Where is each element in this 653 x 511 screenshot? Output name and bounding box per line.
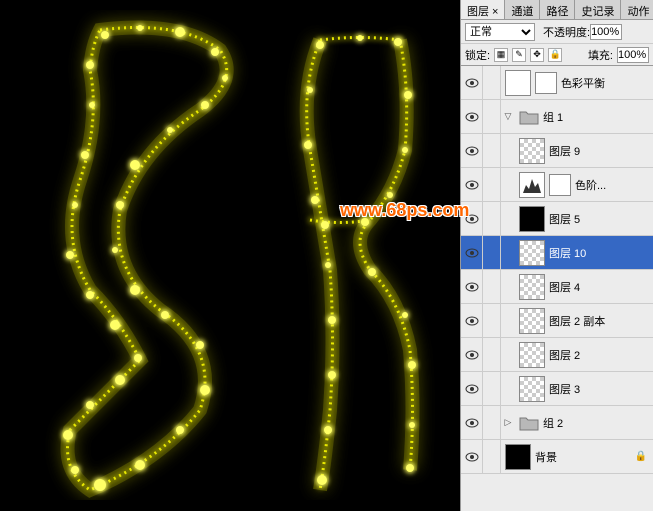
visibility-toggle[interactable]: [461, 440, 483, 473]
lock-icon: 🔒: [635, 451, 647, 462]
lock-label: 锁定:: [465, 47, 490, 63]
layer-name[interactable]: 图层 5: [549, 211, 580, 227]
visibility-toggle[interactable]: [461, 304, 483, 337]
fill-input[interactable]: [617, 47, 649, 63]
watermark-text: www.68ps.com: [340, 200, 469, 221]
link-col: [483, 100, 501, 133]
visibility-toggle[interactable]: [461, 372, 483, 405]
layer-row[interactable]: 图层 4: [461, 270, 653, 304]
link-col: [483, 236, 501, 269]
lock-brush-icon[interactable]: ✎: [512, 48, 526, 62]
layers-list: 色彩平衡 ▽ 组 1 图层 9 色阶... 图层 5 图层 10 图层 4 图层 2 副本图层 …: [461, 66, 653, 511]
link-col: [483, 270, 501, 303]
layer-row[interactable]: 图层 2: [461, 338, 653, 372]
lock-row: 锁定: ▦ ✎ ✥ 🔒 填充:: [461, 44, 653, 66]
link-col: [483, 440, 501, 473]
expand-arrow-icon[interactable]: ▽: [501, 100, 515, 133]
link-col: [483, 66, 501, 99]
link-col: [483, 168, 501, 201]
layer-thumb[interactable]: [519, 240, 545, 266]
layer-row[interactable]: 图层 5: [461, 202, 653, 236]
layer-name[interactable]: 组 2: [543, 415, 563, 431]
lock-move-icon[interactable]: ✥: [530, 48, 544, 62]
visibility-toggle[interactable]: [461, 100, 483, 133]
layer-row[interactable]: 色阶...: [461, 168, 653, 202]
visibility-toggle[interactable]: [461, 270, 483, 303]
layer-name[interactable]: 色阶...: [575, 177, 606, 193]
layer-row[interactable]: 图层 10: [461, 236, 653, 270]
layer-thumb[interactable]: [519, 308, 545, 334]
layer-thumb[interactable]: [519, 206, 545, 232]
fill-label: 填充:: [588, 47, 613, 63]
layer-name[interactable]: 图层 4: [549, 279, 580, 295]
layer-row[interactable]: 图层 9: [461, 134, 653, 168]
layer-row[interactable]: ▽ 组 1: [461, 100, 653, 134]
tab-layers[interactable]: 图层 ×: [461, 0, 505, 19]
layer-thumb[interactable]: [519, 274, 545, 300]
layer-name[interactable]: 图层 3: [549, 381, 580, 397]
layer-thumb[interactable]: [505, 444, 531, 470]
link-col: [483, 202, 501, 235]
blend-mode-row: 正常 不透明度:: [461, 20, 653, 44]
opacity-label: 不透明度:: [543, 24, 590, 40]
tab-actions[interactable]: 动作: [621, 0, 653, 19]
layer-name[interactable]: 图层 2: [549, 347, 580, 363]
tab-label: 图层: [467, 6, 489, 18]
adjustment-thumb: [505, 70, 531, 96]
layer-name[interactable]: 组 1: [543, 109, 563, 125]
folder-icon: [519, 109, 539, 125]
layer-name[interactable]: 图层 2 副本: [549, 313, 605, 329]
layer-name[interactable]: 图层 9: [549, 143, 580, 159]
visibility-toggle[interactable]: [461, 236, 483, 269]
lock-transparency-icon[interactable]: ▦: [494, 48, 508, 62]
visibility-toggle[interactable]: [461, 338, 483, 371]
link-col: [483, 134, 501, 167]
folder-icon: [519, 415, 539, 431]
layer-row[interactable]: 色彩平衡: [461, 66, 653, 100]
layer-name[interactable]: 背景: [535, 449, 557, 465]
layer-row[interactable]: ▷ 组 2: [461, 406, 653, 440]
layers-panel: 图层 × 通道 路径 史记录 动作 正常 不透明度: 锁定: ▦ ✎ ✥ 🔒 填…: [460, 0, 653, 511]
layer-name[interactable]: 图层 10: [549, 245, 586, 261]
lock-all-icon[interactable]: 🔒: [548, 48, 562, 62]
layer-row[interactable]: 图层 3: [461, 372, 653, 406]
sparkle-artwork: [20, 10, 460, 500]
link-col: [483, 372, 501, 405]
mask-thumb[interactable]: [549, 174, 571, 196]
blend-mode-select[interactable]: 正常: [465, 23, 535, 41]
layer-row[interactable]: 背景 🔒: [461, 440, 653, 474]
visibility-toggle[interactable]: [461, 134, 483, 167]
panel-tabs: 图层 × 通道 路径 史记录 动作: [461, 0, 653, 20]
link-col: [483, 406, 501, 439]
visibility-toggle[interactable]: [461, 168, 483, 201]
layer-row[interactable]: 图层 2 副本: [461, 304, 653, 338]
visibility-toggle[interactable]: [461, 66, 483, 99]
adjustment-thumb: [519, 172, 545, 198]
opacity-input[interactable]: [590, 24, 622, 40]
layer-thumb[interactable]: [519, 342, 545, 368]
tab-paths[interactable]: 路径: [540, 0, 575, 19]
link-col: [483, 304, 501, 337]
link-col: [483, 338, 501, 371]
layer-thumb[interactable]: [519, 138, 545, 164]
visibility-toggle[interactable]: [461, 406, 483, 439]
tab-history[interactable]: 史记录: [575, 0, 621, 19]
canvas-area: www.68ps.com: [0, 0, 460, 511]
layer-name[interactable]: 色彩平衡: [561, 75, 605, 91]
expand-arrow-icon[interactable]: ▷: [501, 406, 515, 439]
mask-thumb[interactable]: [535, 72, 557, 94]
tab-channels[interactable]: 通道: [505, 0, 540, 19]
layer-thumb[interactable]: [519, 376, 545, 402]
